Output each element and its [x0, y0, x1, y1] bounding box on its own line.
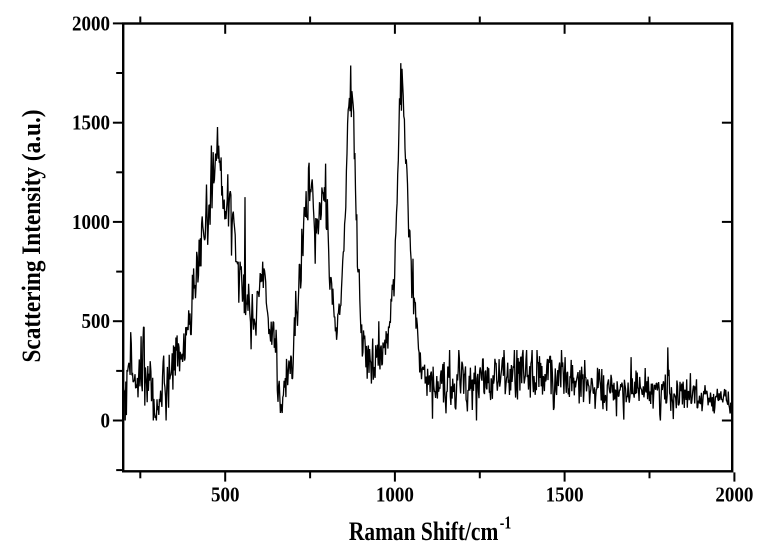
- svg-text:Scattering Intensity (a.u.): Scattering Intensity (a.u.): [17, 109, 46, 362]
- svg-text:2000: 2000: [72, 11, 110, 35]
- svg-text:500: 500: [211, 483, 240, 507]
- svg-text:Raman Shift/cm: Raman Shift/cm: [349, 517, 499, 546]
- svg-text:1500: 1500: [72, 111, 110, 135]
- svg-text:0: 0: [101, 409, 111, 433]
- svg-text:1000: 1000: [72, 210, 110, 234]
- svg-text:1000: 1000: [376, 483, 414, 507]
- svg-text:1500: 1500: [546, 483, 584, 507]
- svg-text:-1: -1: [500, 513, 512, 533]
- svg-text:500: 500: [82, 309, 111, 333]
- svg-text:2000: 2000: [715, 483, 753, 507]
